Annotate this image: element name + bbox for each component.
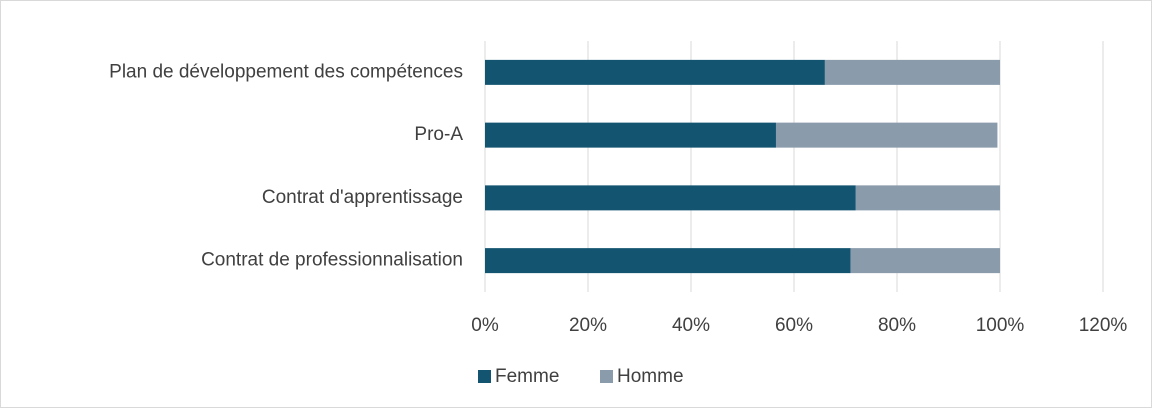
- y-tick-label: Contrat de professionnalisation: [201, 250, 463, 271]
- bar-segment: [485, 248, 851, 274]
- bar-segment: [850, 248, 1000, 274]
- x-tick-label: 40%: [672, 315, 710, 336]
- legend-swatch: [600, 370, 613, 383]
- x-tick-label: 20%: [569, 315, 607, 336]
- legend-label: Homme: [617, 366, 684, 387]
- bar-segment: [824, 59, 1000, 85]
- x-tick-label: 60%: [775, 315, 813, 336]
- legend-swatch: [478, 370, 491, 383]
- bar-segment: [855, 185, 1000, 211]
- legend-label: Femme: [495, 366, 559, 387]
- bar-segment: [485, 185, 856, 211]
- bar-segment: [775, 122, 998, 148]
- x-tick-label: 100%: [976, 315, 1025, 336]
- x-tick-label: 120%: [1079, 315, 1128, 336]
- x-tick-label: 0%: [471, 315, 499, 336]
- bar-segment: [485, 59, 825, 85]
- bar-segment: [485, 122, 776, 148]
- y-tick-label: Pro-A: [414, 124, 463, 145]
- x-tick-label: 80%: [878, 315, 916, 336]
- y-tick-label: Plan de développement des compétences: [109, 61, 463, 82]
- y-tick-label: Contrat d'apprentissage: [262, 187, 463, 208]
